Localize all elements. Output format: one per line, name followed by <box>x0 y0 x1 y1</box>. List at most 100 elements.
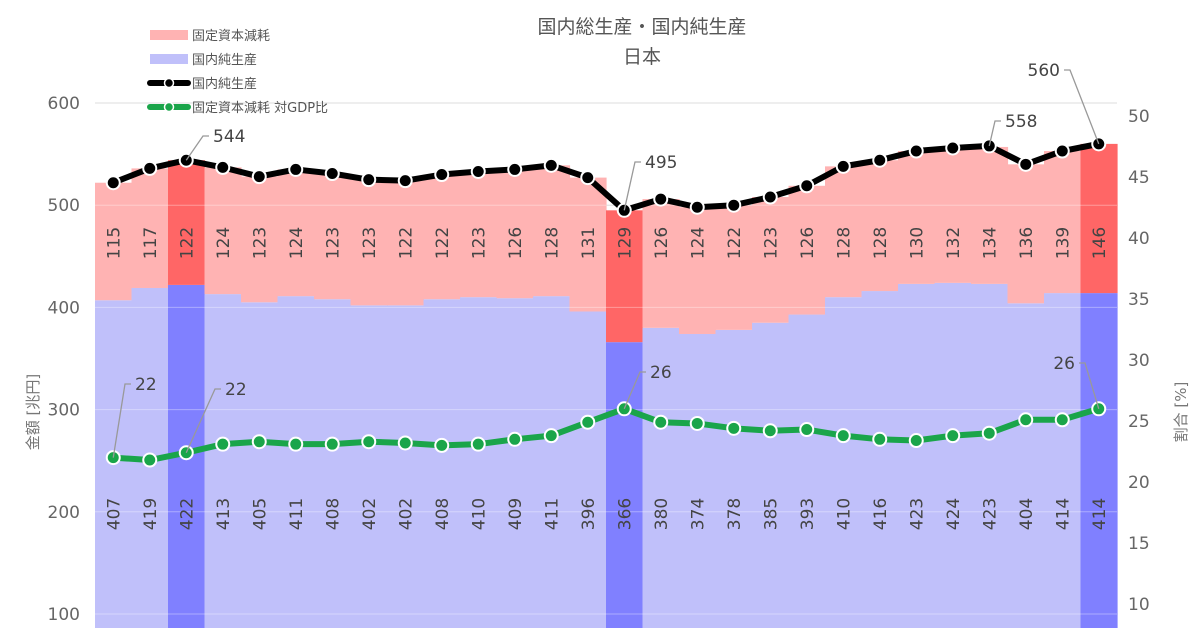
bar-net <box>350 305 388 628</box>
ratio-point <box>872 431 888 447</box>
gdp-point <box>580 170 596 186</box>
bars <box>95 143 1118 628</box>
gdp-point <box>1018 156 1034 172</box>
bar-label-net: 424 <box>944 498 964 530</box>
bar-depreciation <box>241 176 279 303</box>
bar-label-net: 408 <box>323 498 343 530</box>
bar-net <box>314 299 352 628</box>
bar-depreciation <box>934 147 972 283</box>
bar-label-net: 374 <box>688 498 708 530</box>
bar-depreciation <box>168 160 206 285</box>
legend-label: 固定資本減耗 対GDP比 <box>192 100 328 116</box>
bar-label-net: 411 <box>542 498 562 530</box>
bar-label-depreciation: 124 <box>214 227 234 259</box>
bar-label-net: 407 <box>104 498 124 530</box>
gdp-point <box>215 159 231 175</box>
callout-label: 22 <box>225 380 247 400</box>
y2-tick-label: 45 <box>1128 168 1150 188</box>
gdp-point <box>908 143 924 159</box>
bar-depreciation <box>314 173 352 300</box>
bar-net <box>679 333 717 628</box>
ratio-point <box>324 436 340 452</box>
bar-net <box>825 297 863 628</box>
ratio-point <box>507 431 523 447</box>
bar-label-depreciation: 129 <box>615 227 635 259</box>
bar-label-net: 408 <box>433 498 453 530</box>
y-tick-label: 200 <box>48 503 80 523</box>
callout-leader <box>623 161 641 211</box>
legend-swatch-marker <box>163 101 175 113</box>
ratio-point <box>945 428 961 444</box>
bar-label-depreciation: 128 <box>542 227 562 259</box>
callout-leader <box>112 383 131 458</box>
bar-net <box>898 283 936 628</box>
bar-net <box>241 302 279 628</box>
ratio-point <box>142 452 158 468</box>
y2-tick-label: 30 <box>1128 351 1150 371</box>
gdp-point <box>945 140 961 156</box>
bar-label-net: 410 <box>469 498 489 530</box>
bar-label-net: 405 <box>250 498 270 530</box>
y-tick-label: 400 <box>48 298 80 318</box>
bar-label-depreciation: 136 <box>1017 227 1037 259</box>
bar-label-net: 414 <box>1053 498 1073 530</box>
gdp-point <box>543 157 559 173</box>
callout-label: 560 <box>1028 61 1060 81</box>
bar-depreciation <box>788 185 826 315</box>
ratio-point <box>726 420 742 436</box>
bar-label-depreciation: 124 <box>688 227 708 259</box>
gdp-point <box>689 199 705 215</box>
bar-label-net: 414 <box>1090 498 1110 530</box>
y2-tick-label: 25 <box>1128 412 1150 432</box>
bar-label-net: 404 <box>1017 498 1037 530</box>
legend-swatch-marker <box>163 77 175 89</box>
y-tick-label: 500 <box>48 196 80 216</box>
bar-net <box>277 296 315 628</box>
ratio-point <box>361 434 377 450</box>
y2-tick-label: 20 <box>1128 473 1150 493</box>
bar-label-depreciation: 146 <box>1090 227 1110 259</box>
bar-depreciation <box>1044 151 1082 294</box>
y-tick-label: 600 <box>48 94 80 114</box>
gdp-point <box>288 161 304 177</box>
ratio-point <box>1018 412 1034 428</box>
gdp-point <box>361 172 377 188</box>
bar-depreciation <box>1080 143 1118 294</box>
ratio-point <box>288 436 304 452</box>
ratio-line <box>110 405 1102 464</box>
ratio-point <box>434 437 450 453</box>
bar-label-depreciation: 123 <box>469 227 489 259</box>
bar-label-net: 402 <box>396 498 416 530</box>
bar-depreciation <box>898 151 936 284</box>
bar-net <box>1080 293 1118 628</box>
bar-net <box>1007 303 1045 628</box>
bar-depreciation <box>971 146 1009 284</box>
bar-depreciation <box>496 169 534 299</box>
bar-net <box>788 314 826 628</box>
bar-depreciation <box>752 197 790 323</box>
bar-label-net: 410 <box>834 498 854 530</box>
ratio-point <box>543 428 559 444</box>
ratio-point <box>689 415 705 431</box>
bar-label-depreciation: 126 <box>798 227 818 259</box>
bar-label-depreciation: 128 <box>834 227 854 259</box>
ratio-point <box>215 436 231 452</box>
bar-label-depreciation: 122 <box>433 227 453 259</box>
bar-label-depreciation: 122 <box>396 227 416 259</box>
bar-depreciation <box>533 165 571 297</box>
bar-labels: 115 407 117 419 122 422 124 413 123 405 124 411 123 4… <box>104 227 1110 530</box>
bar-label-depreciation: 126 <box>652 227 672 259</box>
gdp-point <box>1054 143 1070 159</box>
legend-swatch <box>150 54 188 64</box>
gdp-point <box>799 178 815 194</box>
bar-label-net: 380 <box>652 498 672 530</box>
gdp-point <box>653 191 669 207</box>
callout-label: 495 <box>645 153 677 173</box>
bar-depreciation <box>423 174 461 300</box>
ratio-point <box>762 423 778 439</box>
callout-label: 26 <box>650 363 672 383</box>
bar-depreciation <box>460 171 498 298</box>
